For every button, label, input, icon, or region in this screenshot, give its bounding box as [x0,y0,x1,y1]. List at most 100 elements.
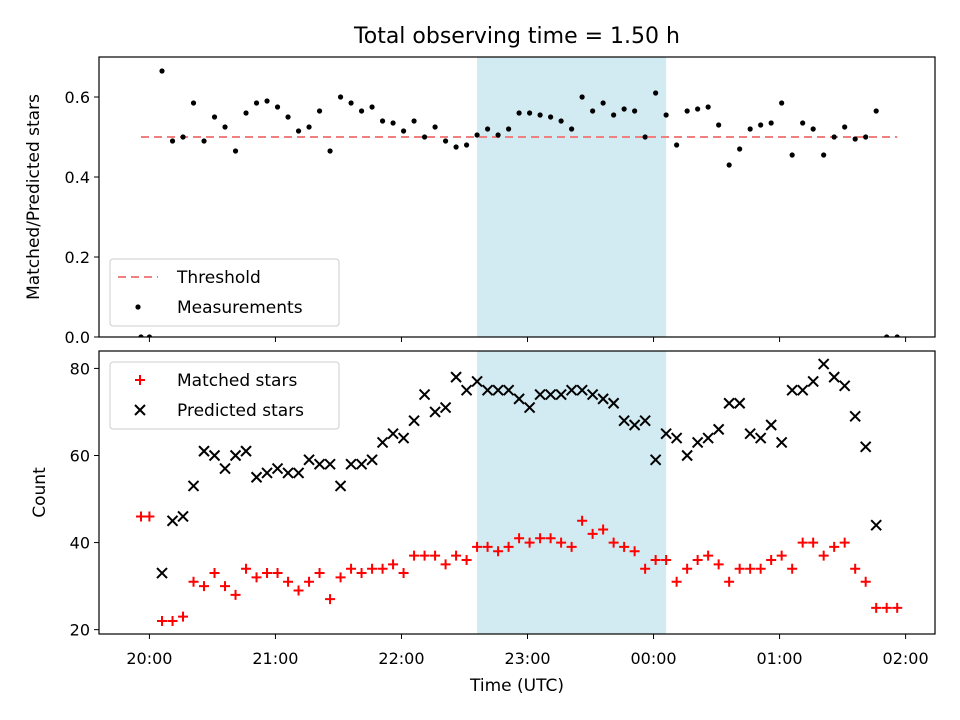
matched-star-point [545,533,556,544]
predicted-star-point [198,445,210,457]
predicted-star-point [450,371,462,383]
predicted-star-point [786,384,798,396]
y-axis-label: Matched/Predicted stars [24,94,44,300]
predicted-star-point [754,432,767,444]
measurement-point [863,134,869,140]
measurement-point [831,134,837,140]
matched-star-point [881,602,892,613]
predicted-star-point [481,384,494,396]
matched-star-point [850,563,861,574]
predicted-star-point [670,432,683,444]
predicted-star-point [733,397,746,409]
measurement-point [779,100,785,106]
predicted-star-point [681,449,693,462]
predicted-star-point [618,414,630,427]
measurement-point [211,114,218,120]
predicted-star-point [408,414,420,427]
predicted-star-point [166,515,179,527]
predicted-star-point [471,375,483,388]
matched-star-point [587,528,598,539]
predicted-star-point [229,449,242,462]
count-panel: 20 40 60 80 20:00 21:00 22:00 23:00 00:00 01:00 02… [30,350,936,668]
measurement-point [201,138,207,144]
predicted-star-point [261,467,273,479]
plot-area [138,57,900,337]
legend-box [109,361,340,430]
measurement-point [379,118,386,124]
matched-star-point [144,511,155,522]
measurement-point [558,118,564,124]
matched-star-point [619,541,630,552]
measurement-point [810,126,816,132]
predicted-star-point [628,419,641,431]
predicted-star-point [355,458,368,470]
predicted-star-point [523,401,536,414]
measurement-point [232,148,239,154]
matched-star-point [220,581,231,592]
predicted-star-point [219,462,231,475]
measurement-point [516,110,522,116]
matched-star-point [640,563,651,574]
predicted-star-point [712,423,725,436]
measurement-point [306,124,312,130]
matched-star-point [356,568,367,579]
matched-star-point [797,537,808,548]
measurement-point [747,126,753,132]
x-tick-label: 00:00 [630,649,676,668]
predicted-star-point [639,414,651,427]
matched-star-point [398,568,409,579]
predicted-star-point [765,419,777,431]
predicted-star-point [187,480,200,492]
predicted-star-point [208,449,221,462]
measurement-point [264,98,270,104]
measurement-point [527,110,533,116]
matched-star-point [860,576,871,587]
predicted-star-point [250,471,263,483]
y-tick-label: 40 [70,534,90,553]
matched-star-point [136,511,147,522]
matched-star-point [755,563,766,574]
matched-star-point [199,581,210,592]
measurement-point [548,114,554,120]
predicted-star-point [544,388,557,401]
measurement-point [316,108,323,114]
matched-star-point [367,563,378,574]
legend-matched-label: Matched stars [177,371,297,391]
legend: Threshold Measurements [109,258,340,327]
measurement-point [611,112,617,118]
matched-star-point [262,568,273,579]
legend-threshold-label: Threshold [176,268,261,288]
predicted-star-point [817,358,830,370]
matched-star-point [188,576,199,587]
measurement-point [821,152,827,158]
measurement-point [705,104,711,110]
matched-star-point [178,611,189,622]
matched-star-point [430,550,441,561]
legend-measurement-swatch [135,304,141,310]
y-tick-label: 0.6 [65,88,90,107]
matched-star-point [598,524,609,535]
matched-star-point [251,572,262,583]
predicted-star-point [744,428,756,440]
axes-frame [98,56,936,338]
measurement-point [726,162,732,168]
matched-star-point [839,537,850,548]
measurement-point [138,334,144,337]
predicted-star-point [156,567,168,579]
matched-star-point [514,533,525,544]
matched-star-point [808,537,819,548]
measurement-point [800,120,806,126]
predicted-star-point [418,388,431,401]
predicted-star-point [870,519,882,531]
predicted-star-point [429,406,441,418]
y-tick-label: 60 [70,446,90,465]
matched-star-point [818,550,829,561]
matched-star-point [829,541,840,552]
measurement-point [421,134,428,140]
x-tick-label: 20:00 [126,649,172,668]
predicted-star-point [534,388,546,401]
measurement-point [327,148,333,154]
matched-star-point [209,568,220,579]
measurement-point [505,126,512,132]
